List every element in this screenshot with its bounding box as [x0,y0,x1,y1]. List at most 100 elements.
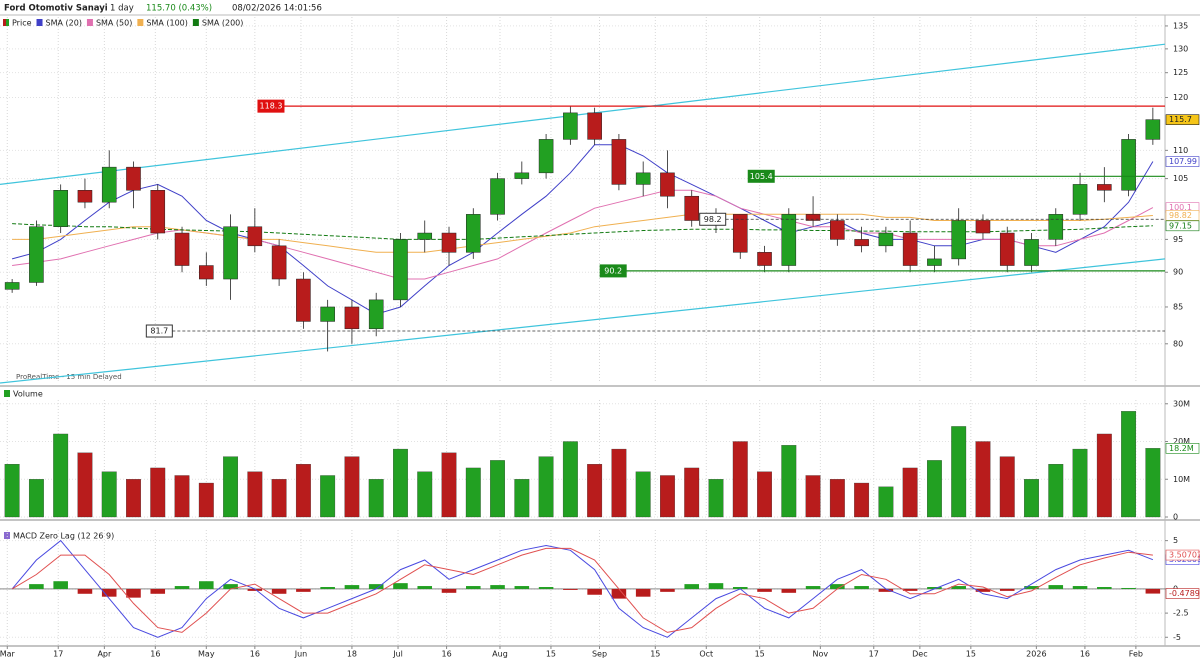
candle-body [174,232,190,266]
level-label-box [599,264,627,278]
volume-bar [77,452,93,518]
quote: 115.70 (0.43%) [146,4,212,14]
legend-swatch [192,19,199,26]
volume-bar [757,471,772,518]
candle-body [247,226,263,247]
panel-title: MACD Zero Lag (12 26 9) [13,532,114,541]
histogram-bar [1121,587,1136,589]
volume-bar [854,482,870,518]
candle-body [1121,139,1136,191]
x-tick-label: 16 [1080,650,1090,659]
volume-bar [878,486,894,518]
x-tick-label: 15 [546,650,556,659]
volume-bar [465,467,481,518]
candle-body [4,282,20,290]
candle-body [514,172,530,179]
legend-swatch [4,390,10,397]
candle-body [902,232,918,266]
y-tick-label: 90 [1173,268,1183,277]
histogram-value-tag-box [1165,588,1200,599]
volume-bar [1072,448,1088,518]
candle-body [660,172,675,197]
x-tick-label: May [198,650,215,659]
candle-body [1072,184,1088,215]
volume-bar [320,475,336,518]
macd-line [11,547,1153,633]
candle-body [465,214,481,253]
candle-body [417,232,433,240]
candle-body [951,220,966,260]
trendline [0,43,1166,186]
candle-body [490,178,505,215]
candle-body [296,278,311,322]
candle-body [53,190,68,227]
volume-bar [174,475,190,518]
x-tick-label: 15 [966,650,976,659]
histogram-bar [1145,588,1161,594]
volume-bar [926,460,942,518]
level-label: 90.2 [604,266,622,275]
candle-body [684,195,700,221]
histogram-bar [878,588,894,592]
volume-bar [805,475,821,518]
histogram-bar [126,588,141,598]
y-tick-label: 130 [1173,44,1188,53]
histogram-bar [247,588,263,591]
volume-bar [198,482,214,518]
histogram-bar [174,586,190,589]
y-tick-label: 5 [1173,536,1178,545]
candle-body [781,214,797,266]
volume-bar [1048,464,1064,518]
y-tick-label: 125 [1173,68,1188,77]
histogram-bar [660,588,675,592]
volume-bar [660,475,675,518]
candle-body [29,226,44,283]
x-tick-label: 16 [250,650,260,659]
histogram-bar [368,584,384,589]
series-value-tag: 100.1 [1169,203,1192,212]
volume-bar [53,433,69,518]
histogram-bar [101,588,117,597]
macd-line [11,539,1154,638]
histogram-bar [344,585,360,589]
level-label: 118.3 [260,102,283,111]
volume-bar [295,464,311,518]
candle-body [732,214,748,253]
histogram-bar [538,587,554,589]
volume-bar [247,471,263,518]
y-tick-label: 110 [1173,146,1188,155]
series-value-tag: 107.99 [1169,157,1197,166]
volume-bar [708,479,724,518]
candle-body [854,239,869,247]
histogram-bar [514,586,530,589]
histogram-bar [417,586,433,589]
volume-bar [368,479,384,518]
volume-bar [587,464,603,518]
volume-bar [223,456,239,518]
histogram-value-tag: -0.47899 [1169,589,1200,598]
y-tick-label: 85 [1173,302,1183,311]
histogram-bar [1097,587,1112,589]
level-label: 98.2 [704,215,722,224]
legend-label: SMA (100) [146,19,188,28]
histogram-bar [975,588,991,592]
volume-bar [1145,448,1161,518]
candle-body [1024,239,1039,266]
candle-body [320,306,335,322]
volume-bar [951,426,967,518]
legend-swatch [137,19,144,26]
level-label-box [699,212,727,226]
candle-body [805,214,821,221]
histogram-bar [611,588,627,599]
candle-body [223,226,238,280]
volume-value-tag-box [1165,443,1200,454]
histogram-bar [684,584,699,589]
candle-body [587,112,602,140]
legend-swatch [4,532,10,539]
x-tick-label: Feb [1129,650,1143,659]
x-tick-label: 18 [347,650,357,659]
x-tick-label: Oct [699,650,713,659]
candle-body [368,299,384,330]
legend-swatch [36,19,43,26]
x-tick-label: 17 [869,650,879,659]
